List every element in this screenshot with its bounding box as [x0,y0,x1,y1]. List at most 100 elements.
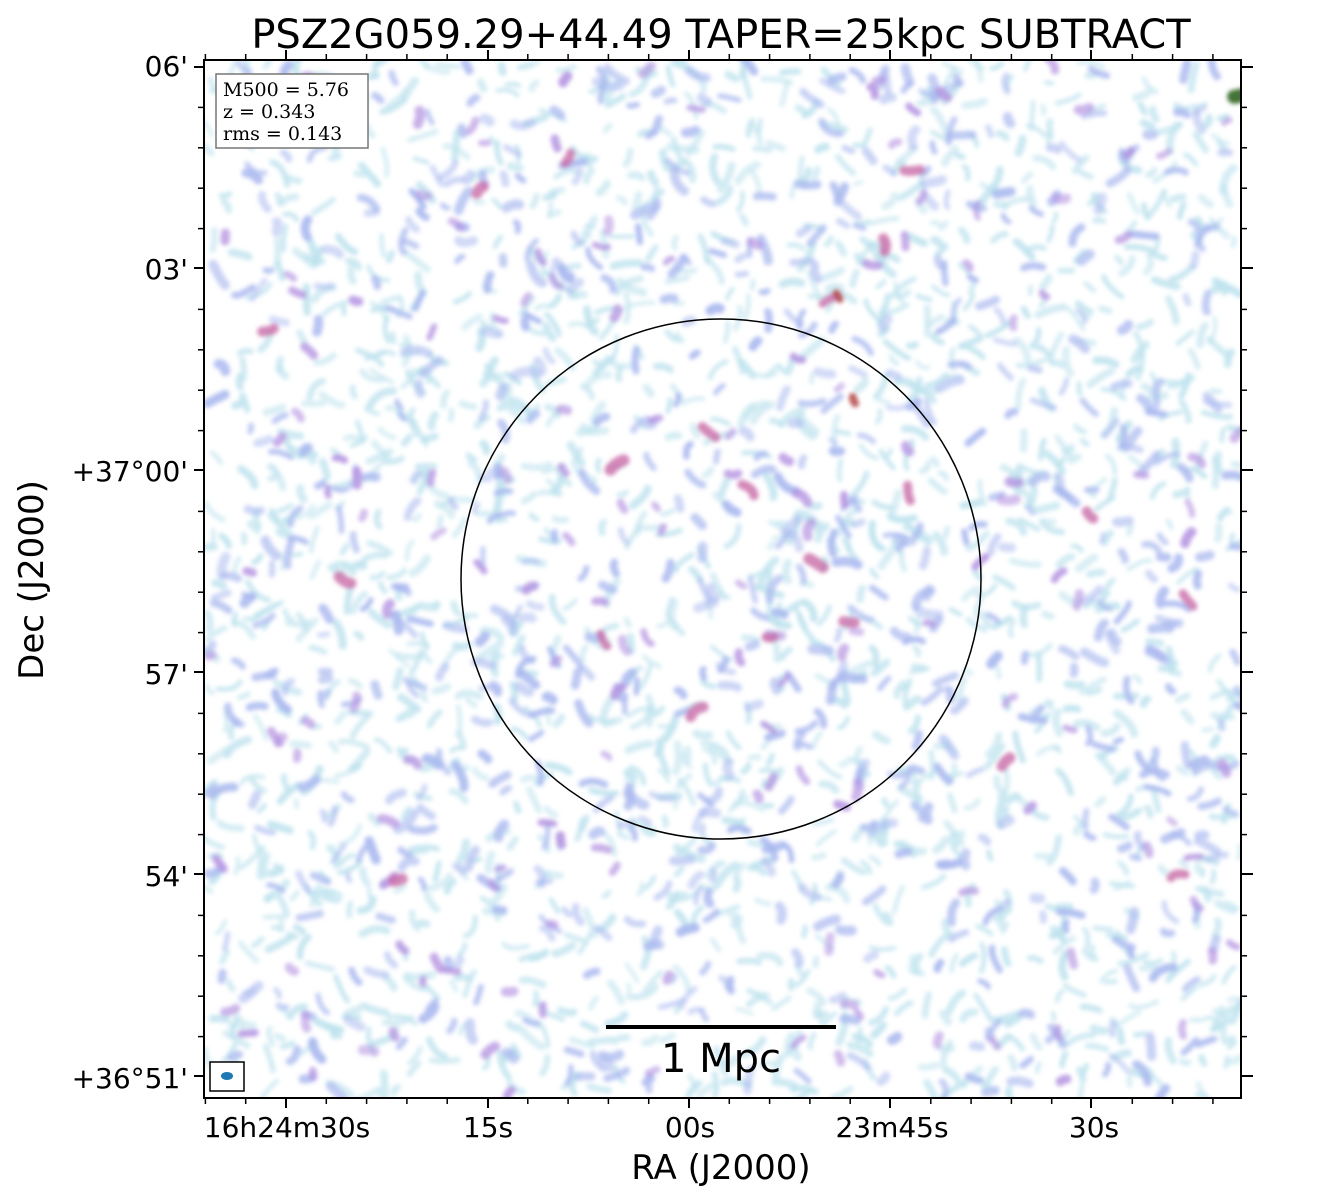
emission-blob [1136,393,1153,412]
emission-blob [471,502,481,515]
emission-blob [534,247,548,267]
emission-blob [633,677,640,696]
emission-blob [1108,1020,1118,1038]
emission-blob [653,880,673,901]
emission-blob [465,116,480,136]
emission-blob [664,328,685,344]
emission-blob [456,496,477,504]
emission-blob [1080,1062,1090,1077]
emission-blob [548,292,563,309]
emission-blob [598,1056,615,1072]
emission-blob [1082,807,1090,831]
emission-blob [244,161,268,176]
emission-blob [780,515,804,537]
emission-blob [284,619,312,628]
emission-blob [774,601,783,629]
emission-blob [1167,553,1184,573]
emission-blob [1214,899,1238,914]
emission-blob [271,412,289,425]
emission-blob [252,714,269,742]
emission-blob [959,498,983,510]
emission-blob [683,91,699,120]
emission-blob [402,249,431,273]
emission-blob [271,688,292,714]
emission-blob [318,457,331,482]
emission-blob [838,616,860,628]
emission-blob [833,1049,846,1067]
emission-blob [685,1080,703,1098]
emission-blob [797,454,808,470]
emission-blob [683,745,692,764]
emission-blob [1101,274,1125,300]
emission-blob [977,978,991,990]
emission-blob [349,713,371,740]
emission-blob [1028,99,1036,132]
emission-blob [1110,379,1133,391]
emission-blob [937,470,950,482]
emission-blob [990,230,1009,244]
emission-blob [1209,388,1222,394]
emission-blob [609,259,644,270]
emission-blob [1159,927,1176,938]
emission-blob [992,574,1016,591]
emission-blob [471,766,490,781]
emission-blob [418,1001,440,1024]
emission-blob [1105,165,1132,188]
emission-blob [555,831,567,850]
emission-blob [1074,553,1099,573]
emission-blob [693,885,703,906]
emission-blob [631,346,640,375]
emission-blob [1117,951,1150,967]
emission-blob [359,597,374,612]
emission-blob [318,603,335,624]
emission-blob [836,716,851,730]
emission-blob [1141,76,1159,95]
emission-blob [856,432,877,445]
x-tick-label: 23m45s [835,1111,948,1144]
emission-blob [396,746,409,755]
emission-blob [525,409,541,425]
emission-blob [932,531,949,556]
emission-blob [816,520,831,530]
emission-blob [369,570,386,581]
emission-blob [371,60,382,80]
emission-blob [1076,249,1095,266]
emission-blob [541,821,551,851]
emission-blob [283,538,295,570]
emission-blob [292,748,302,763]
emission-blob [894,847,913,859]
emission-blob [596,629,612,651]
emission-blob [595,65,608,91]
emission-blob [505,1020,522,1032]
emission-blob [585,246,604,271]
emission-blob [518,976,547,989]
emission-blob [423,891,441,913]
emission-blob [1197,797,1222,810]
emission-blob [962,259,974,273]
emission-blob [514,655,537,679]
emission-blob [1072,822,1085,836]
emission-blob [301,399,327,408]
emission-blob [574,699,594,728]
emission-blob [839,999,859,1010]
emission-blob [928,749,936,781]
emission-blob [398,342,413,348]
emission-blob [961,528,970,546]
emission-blob [624,772,637,788]
emission-blob [492,905,508,915]
emission-blob [687,1006,703,1016]
emission-blob [746,236,764,250]
emission-blob [859,235,879,256]
emission-blob [1187,218,1203,240]
emission-blob [1165,682,1177,695]
emission-blob [888,489,902,517]
emission-blob [796,308,807,331]
emission-blob [850,518,866,528]
emission-blob [948,606,963,617]
emission-blob [253,435,274,448]
emission-blob [868,644,880,670]
emission-blob [1081,947,1099,963]
emission-blob [1008,557,1042,568]
emission-blob [725,286,735,301]
emission-blob [439,202,451,211]
